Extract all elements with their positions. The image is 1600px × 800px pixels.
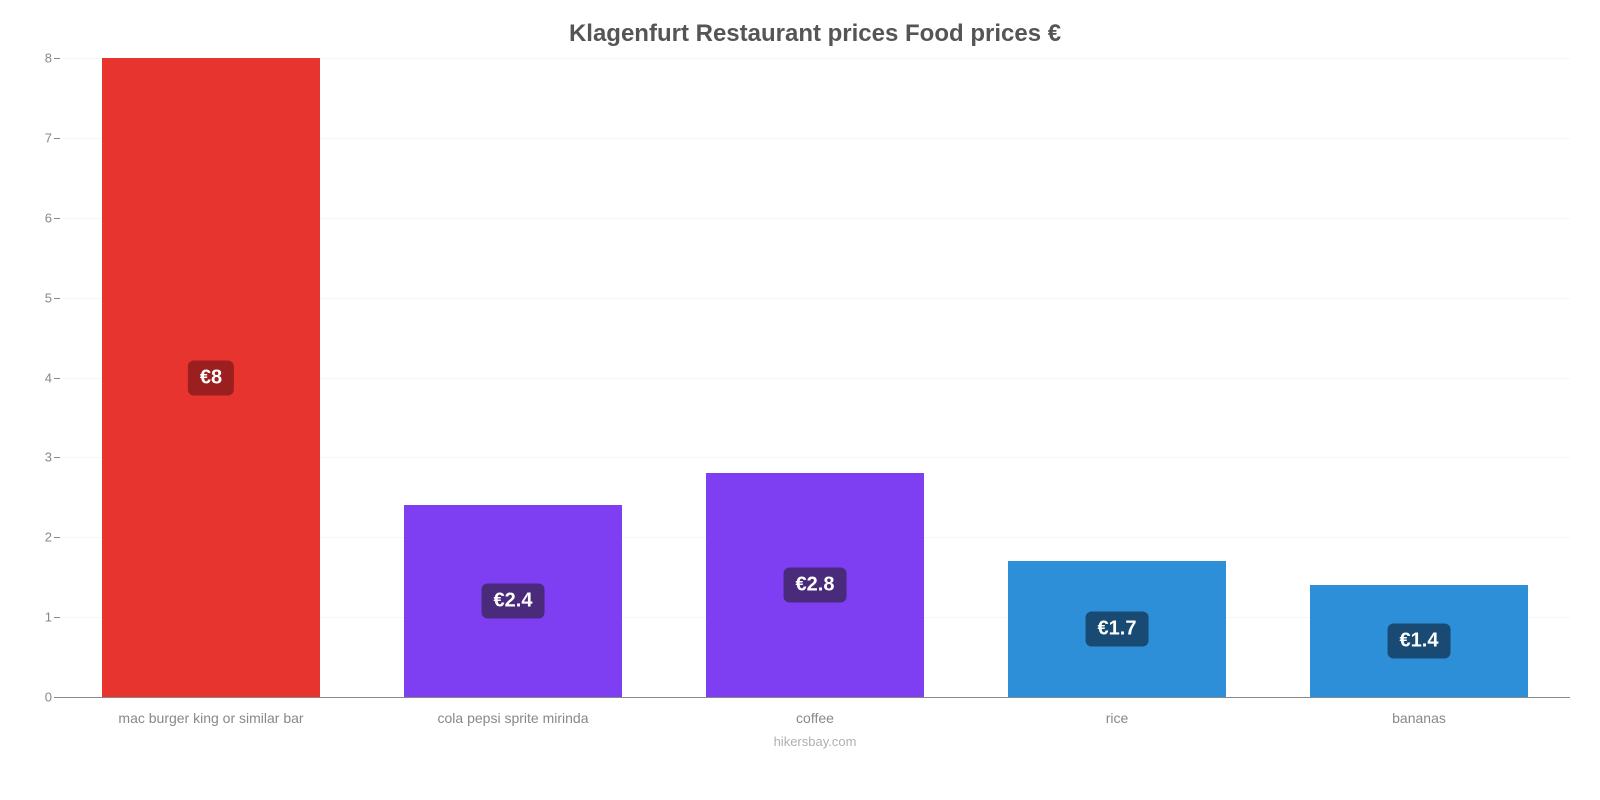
bar-value-badge: €1.4 [1388,624,1451,659]
y-tick-label: 3 [45,450,52,465]
x-tick-label: mac burger king or similar bar [60,710,362,726]
y-tick-label: 1 [45,610,52,625]
y-tick-label: 5 [45,290,52,305]
y-axis: 012345678 [30,58,60,697]
bar: €1.4 [1310,585,1527,697]
bar: €8 [102,58,319,697]
plot-area: 012345678 €8€2.4€2.8€1.7€1.4 [60,58,1570,698]
x-tick-label: bananas [1268,710,1570,726]
chart-container: Klagenfurt Restaurant prices Food prices… [0,0,1600,800]
bar-value-badge: €8 [188,360,234,395]
bar: €2.4 [404,505,621,697]
bar-slot: €1.7 [966,58,1268,697]
bars-group: €8 €2.4 €2.8 €1.7 €1.4 [60,58,1570,697]
chart-title: Klagenfurt Restaurant prices Food prices… [60,20,1570,48]
y-tick-label: 0 [45,690,52,705]
x-tick-label: rice [966,710,1268,726]
bar-slot: €1.4 [1268,58,1570,697]
bar-value-badge: €1.7 [1086,612,1149,647]
bar-slot: €2.8 [664,58,966,697]
x-axis-labels: mac burger king or similar barcola pepsi… [60,710,1570,726]
y-tick-label: 4 [45,370,52,385]
credit-text: hikersbay.com [60,734,1570,749]
bar: €2.8 [706,473,923,697]
y-tick-label: 2 [45,530,52,545]
y-tick-label: 8 [45,51,52,66]
y-tick-label: 7 [45,130,52,145]
x-tick-label: coffee [664,710,966,726]
bar-slot: €8 [60,58,362,697]
bar: €1.7 [1008,561,1225,697]
x-tick-label: cola pepsi sprite mirinda [362,710,664,726]
bar-value-badge: €2.8 [784,568,847,603]
bar-slot: €2.4 [362,58,664,697]
bar-value-badge: €2.4 [482,584,545,619]
y-tick-mark [54,697,60,698]
y-tick-label: 6 [45,210,52,225]
